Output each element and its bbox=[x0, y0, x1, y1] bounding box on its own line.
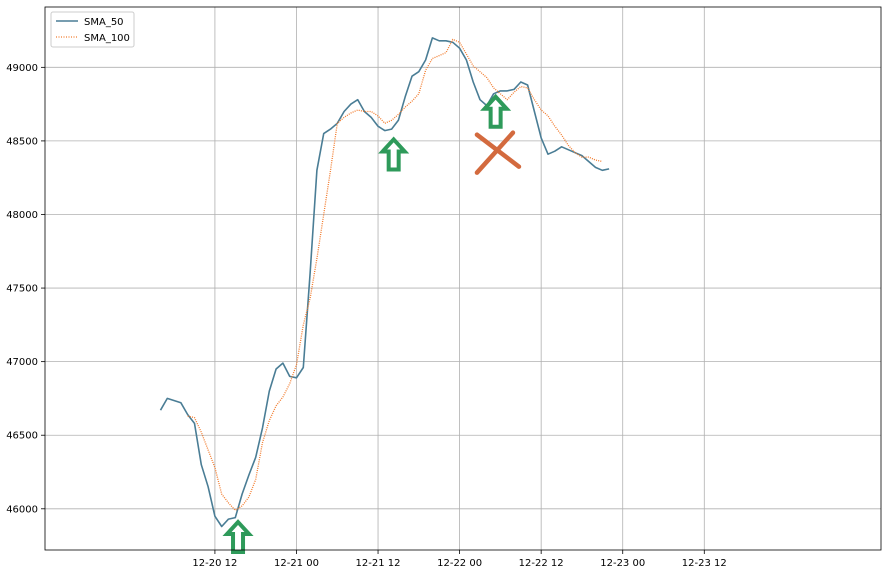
y-tick-label: 49000 bbox=[6, 63, 38, 74]
x-tick-label: 12-22 12 bbox=[519, 558, 564, 569]
x-tick-label: 12-23 00 bbox=[600, 558, 645, 569]
legend-label-sma50: SMA_50 bbox=[84, 17, 124, 28]
y-tick-label: 48500 bbox=[6, 136, 38, 147]
x-axis: 12-20 12 12-21 00 12-21 12 12-22 00 12-22 12… bbox=[192, 550, 727, 569]
x-tick-label: 12-20 12 bbox=[192, 558, 237, 569]
series-line-sma100 bbox=[187, 38, 603, 511]
series-line-sma50 bbox=[159, 37, 610, 528]
legend-label-sma100: SMA_100 bbox=[84, 33, 130, 44]
legend: SMA_50 SMA_100 bbox=[50, 11, 135, 48]
grid bbox=[45, 7, 881, 550]
x-tick-label: 12-21 00 bbox=[274, 558, 319, 569]
up-arrow-icon bbox=[480, 93, 512, 129]
y-tick-label: 46500 bbox=[6, 431, 38, 442]
y-tick-label: 46000 bbox=[6, 504, 38, 515]
y-tick-label: 47500 bbox=[6, 284, 38, 295]
y-axis: 46000 46500 47000 47500 48000 48500 49000 bbox=[6, 63, 45, 515]
up-arrow-icon bbox=[222, 519, 254, 555]
annotation-layer bbox=[222, 93, 522, 555]
y-tick-label: 47000 bbox=[6, 357, 38, 368]
plot-frame bbox=[44, 6, 882, 551]
x-tick-label: 12-21 12 bbox=[356, 558, 401, 569]
x-tick-label: 12-22 00 bbox=[437, 558, 482, 569]
y-tick-label: 48000 bbox=[6, 210, 38, 221]
series-layer bbox=[159, 37, 610, 528]
cross-mark-icon bbox=[474, 130, 516, 175]
x-tick-label: 12-23 12 bbox=[682, 558, 727, 569]
up-arrow-icon bbox=[378, 136, 410, 172]
